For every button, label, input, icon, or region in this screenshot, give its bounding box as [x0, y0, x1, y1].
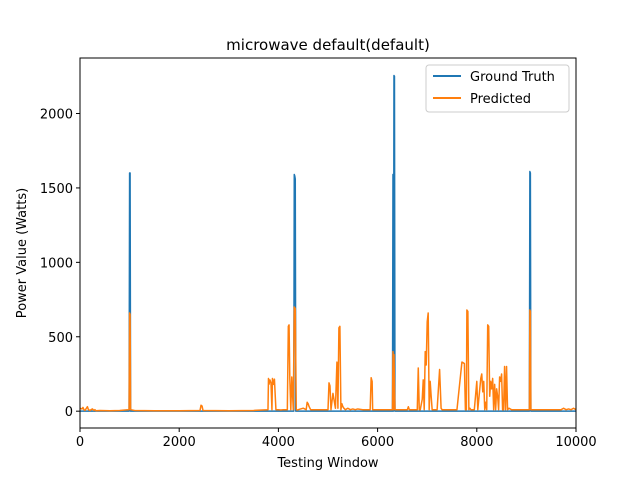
y-tick-label: 2000 — [40, 108, 73, 123]
plot-frame — [79, 57, 577, 429]
x-tick-label: 10000 — [555, 435, 596, 450]
legend-label: Predicted — [470, 92, 531, 107]
axes-layer: 0 2000 4000 6000 8000 10000 0 500 1000 1500 2000 — [40, 57, 597, 450]
legend: Ground Truth Predicted — [425, 64, 570, 113]
y-tick-label: 1000 — [40, 256, 73, 271]
series-line-ground-truth — [80, 74, 576, 412]
y-tick-label: 500 — [48, 331, 73, 346]
series-line-predicted — [79, 306, 577, 412]
y-tick-label: 0 — [65, 405, 73, 420]
y-tick-label: 1500 — [40, 182, 73, 197]
x-tick-label: 8000 — [460, 435, 493, 450]
legend-box — [425, 64, 570, 113]
x-tick-label: 4000 — [262, 435, 295, 450]
chart-title: microwave default(default) — [226, 36, 430, 54]
x-tick-label: 6000 — [361, 435, 394, 450]
x-tick-label: 0 — [76, 435, 84, 450]
series-layer — [79, 74, 577, 412]
y-axis-label: Power Value (Watts) — [15, 188, 30, 318]
legend-label: Ground Truth — [470, 70, 555, 85]
x-axis-label: Testing Window — [276, 456, 378, 471]
x-tick-label: 2000 — [163, 435, 196, 450]
